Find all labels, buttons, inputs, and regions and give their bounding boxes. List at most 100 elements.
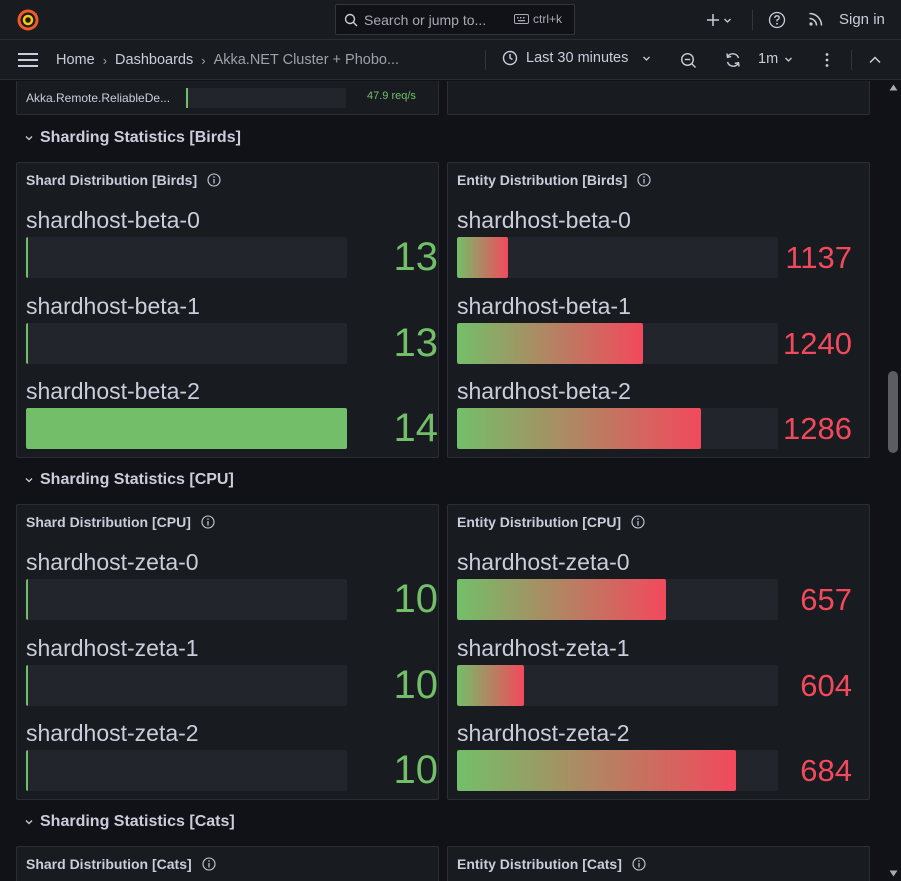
entity-distribution-cpu-panel: Entity Distribution [CPU] shardhost-zeta… <box>447 504 870 800</box>
gauge-label: shardhost-zeta-0 <box>26 549 199 575</box>
info-icon[interactable] <box>631 515 645 529</box>
entity-distribution-cats-panel: Entity Distribution [Cats] <box>447 846 870 881</box>
new-button[interactable] <box>706 10 740 30</box>
gauge-value: 684 <box>800 753 852 788</box>
time-range-picker[interactable]: Last 30 minutes <box>502 50 651 66</box>
gauge-fill <box>26 579 28 620</box>
metric-bar <box>186 88 346 108</box>
refresh-icon[interactable] <box>724 51 742 69</box>
gauge-fill <box>26 750 28 791</box>
gauge-bar <box>457 322 778 364</box>
gauge-fill <box>26 322 28 364</box>
gauge-bar <box>26 408 347 449</box>
search-shortcut: ctrl+k <box>514 12 562 26</box>
panel-title[interactable]: Entity Distribution [CPU] <box>457 514 645 530</box>
gauge-value: 10 <box>393 577 439 621</box>
chevron-up-icon[interactable] <box>868 53 882 67</box>
scroll-down-icon[interactable] <box>889 870 898 877</box>
gauge-label: shardhost-beta-2 <box>26 378 200 404</box>
info-icon[interactable] <box>637 173 651 187</box>
menu-icon[interactable] <box>17 52 39 68</box>
scroll-up-icon[interactable] <box>889 84 898 91</box>
scrollbar[interactable] <box>886 81 901 881</box>
gauge-value: 604 <box>800 667 852 703</box>
grafana-logo-icon[interactable] <box>16 8 40 32</box>
entity-distribution-birds-panel: Entity Distribution [Birds] shardhost-be… <box>447 162 870 458</box>
breadcrumb-home[interactable]: Home <box>56 52 95 68</box>
shard-distribution-cats-panel: Shard Distribution [Cats] <box>16 846 439 881</box>
gauge-bar <box>26 664 347 706</box>
dashboard-content: Akka.Remote.ReliableDe... 47.9 req/s Sha… <box>0 81 886 881</box>
gauge-value: 1137 <box>785 240 852 275</box>
rss-icon[interactable] <box>808 11 824 27</box>
chevron-down-icon <box>25 820 33 825</box>
top-bar: Search or jump to... ctrl+k <box>0 0 901 40</box>
info-icon[interactable] <box>201 515 215 529</box>
nav-bar: Home › Dashboards › Akka.NET Cluster + P… <box>0 40 901 80</box>
gauge-value: 10 <box>393 748 439 792</box>
gauge-bar <box>457 750 778 791</box>
chevron-down-icon <box>643 56 651 61</box>
gauge-value: 1240 <box>783 325 852 361</box>
gauge-bar <box>457 408 778 449</box>
gauge-label: shardhost-zeta-2 <box>457 720 630 746</box>
gauge-value: 13 <box>393 320 439 365</box>
row-header-cats[interactable]: Sharding Statistics [Cats] <box>24 813 235 831</box>
gauge-fill <box>457 579 666 620</box>
refresh-interval-picker[interactable]: 1m <box>758 51 793 67</box>
gauge-value: 657 <box>800 582 852 617</box>
info-icon[interactable] <box>632 857 646 871</box>
chevron-down-icon <box>25 478 33 483</box>
gauge-bar <box>26 237 347 278</box>
more-options-icon[interactable] <box>822 52 832 68</box>
scrollbar-thumb[interactable] <box>888 371 898 453</box>
chevron-right-icon: › <box>102 52 108 68</box>
breadcrumb-dashboards[interactable]: Dashboards <box>115 52 194 68</box>
panel-title[interactable]: Shard Distribution [Cats] <box>26 856 216 872</box>
gauge-fill <box>457 408 701 449</box>
top-right-panel <box>447 81 870 115</box>
gauge-fill <box>457 322 643 364</box>
sign-in-link[interactable]: Sign in <box>839 11 885 28</box>
zoom-out-icon[interactable] <box>680 52 697 69</box>
gauge-value: 10 <box>393 662 439 707</box>
gauge-label: shardhost-zeta-1 <box>457 634 630 661</box>
panel-title[interactable]: Entity Distribution [Birds] <box>457 172 651 188</box>
search-input[interactable]: Search or jump to... ctrl+k <box>335 4 575 35</box>
gauge-value: 1286 <box>783 411 852 446</box>
panel-title[interactable]: Shard Distribution [CPU] <box>26 514 215 530</box>
chevron-right-icon: › <box>201 52 206 68</box>
gauge-label: shardhost-beta-1 <box>457 292 631 319</box>
help-icon[interactable] <box>768 11 786 29</box>
row-header-cpu[interactable]: Sharding Statistics [CPU] <box>24 471 234 489</box>
chevron-down-icon <box>785 57 793 62</box>
gauge-bar <box>457 579 778 620</box>
gauge-label: shardhost-zeta-1 <box>26 634 199 661</box>
gauge-fill <box>457 664 524 706</box>
gauge-label: shardhost-beta-0 <box>26 207 200 233</box>
keyboard-icon <box>514 14 529 24</box>
time-range-label: Last 30 minutes <box>526 50 629 66</box>
gauge-bar <box>26 750 347 791</box>
gauge-fill <box>26 664 28 706</box>
gauge-label: shardhost-beta-2 <box>457 378 631 404</box>
gauge-value: 14 <box>393 406 439 450</box>
panel-title[interactable]: Entity Distribution [Cats] <box>457 856 646 872</box>
gauge-fill <box>26 408 347 449</box>
breadcrumb-current: Akka.NET Cluster + Phobo... <box>213 52 400 68</box>
panel-title[interactable]: Shard Distribution [Birds] <box>26 172 221 188</box>
metric-label: Akka.Remote.ReliableDe... <box>26 91 171 105</box>
divider <box>485 50 486 70</box>
gauge-label: shardhost-zeta-0 <box>457 549 630 575</box>
search-placeholder: Search or jump to... <box>364 12 487 28</box>
clock-icon <box>502 50 518 66</box>
row-header-birds[interactable]: Sharding Statistics [Birds] <box>24 129 241 147</box>
gauge-label: shardhost-beta-0 <box>457 207 631 233</box>
gauge-bar <box>26 322 347 364</box>
shard-distribution-birds-panel: Shard Distribution [Birds] shardhost-bet… <box>16 162 439 458</box>
info-icon[interactable] <box>202 857 216 871</box>
chevron-down-icon <box>25 136 33 141</box>
info-icon[interactable] <box>207 173 221 187</box>
gauge-bar <box>457 237 778 278</box>
gauge-fill <box>457 750 736 791</box>
